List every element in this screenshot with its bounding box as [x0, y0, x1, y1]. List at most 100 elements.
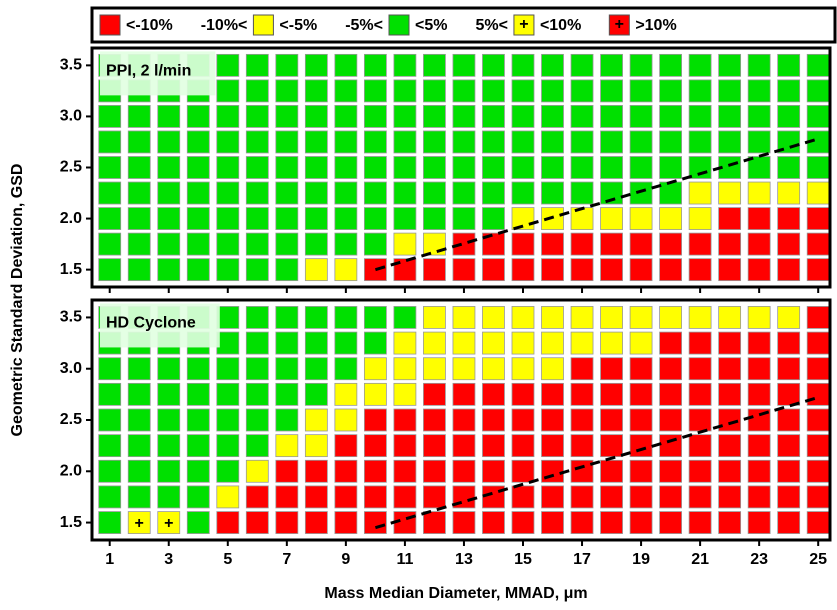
heatmap-cell	[393, 434, 417, 458]
heatmap-cell	[570, 357, 594, 381]
heatmap-cell	[570, 181, 594, 205]
heatmap-cell	[452, 105, 476, 128]
heatmap-cell	[777, 207, 801, 230]
heatmap-cell	[718, 105, 742, 128]
heatmap-cell	[511, 459, 535, 483]
heatmap-cell	[747, 53, 771, 77]
heatmap-cell	[570, 306, 594, 329]
heatmap-cell	[423, 382, 446, 406]
heatmap-cell	[304, 485, 328, 509]
heatmap-cell	[482, 511, 505, 534]
heatmap-cell	[659, 105, 682, 128]
heatmap-cell	[304, 156, 328, 179]
heatmap-cell	[629, 156, 653, 179]
heatmap-cell	[570, 258, 594, 282]
heatmap-cell	[747, 434, 771, 458]
heatmap-cell	[304, 258, 328, 282]
y-tick-label: 2.0	[60, 210, 82, 227]
heatmap-cell	[806, 434, 830, 458]
heatmap-cell	[806, 53, 830, 77]
heatmap-cell	[806, 156, 830, 179]
heatmap-cell	[393, 382, 417, 406]
heatmap-cell	[718, 357, 742, 381]
heatmap-cell	[98, 181, 122, 205]
x-tick-label: 9	[341, 551, 350, 568]
heatmap-cell	[127, 232, 151, 256]
heatmap-cell	[806, 382, 830, 406]
heatmap-cell	[688, 306, 712, 329]
heatmap-cell	[452, 53, 476, 77]
heatmap-cell	[659, 258, 682, 282]
heatmap-cell	[304, 207, 328, 230]
heatmap-cell	[423, 232, 446, 256]
y-axis-label: Geometric Standard Deviation, GSD	[9, 164, 26, 437]
heatmap-cell	[216, 511, 240, 534]
heatmap-cell	[482, 181, 505, 205]
heatmap-cell	[98, 130, 122, 154]
heatmap-cell	[393, 485, 417, 509]
x-tick-label: 3	[164, 551, 173, 568]
legend-label: >10%	[635, 17, 676, 34]
heatmap-cell	[304, 331, 328, 355]
heatmap-cell	[777, 357, 801, 381]
legend-swatch	[99, 14, 121, 36]
heatmap-cell	[511, 258, 535, 282]
heatmap-cell	[304, 105, 328, 128]
heatmap-cell	[511, 181, 535, 205]
heatmap-cell	[423, 105, 446, 128]
heatmap-cell	[363, 232, 387, 256]
heatmap-cell	[688, 357, 712, 381]
heatmap-cell	[452, 156, 476, 179]
heatmap-cell	[393, 331, 417, 355]
heatmap-cell	[688, 408, 712, 432]
heatmap-cell	[245, 382, 269, 406]
x-tick-label: 21	[691, 551, 709, 568]
heatmap-cell	[482, 408, 505, 432]
heatmap-cell	[363, 434, 387, 458]
heatmap-cell	[600, 53, 623, 77]
heatmap-cell	[334, 408, 358, 432]
heatmap-cell	[393, 130, 417, 154]
heatmap-cell	[127, 130, 151, 154]
heatmap-cell	[718, 408, 742, 432]
heatmap-cell	[777, 459, 801, 483]
heatmap-cell	[423, 53, 446, 77]
heatmap-cell	[452, 434, 476, 458]
heatmap-cell	[304, 232, 328, 256]
heatmap-cell	[334, 156, 358, 179]
heatmap-cell	[482, 306, 505, 329]
heatmap-cell	[541, 511, 564, 534]
heatmap-cell	[688, 382, 712, 406]
heatmap-cell	[629, 459, 653, 483]
heatmap-cell	[541, 105, 564, 128]
heatmap-cell	[127, 511, 151, 534]
heatmap-cell	[452, 331, 476, 355]
heatmap-cell	[245, 156, 269, 179]
heatmap-cell	[245, 306, 269, 329]
heatmap-cell	[423, 434, 446, 458]
heatmap-cell	[541, 156, 564, 179]
heatmap-cell	[452, 79, 476, 103]
heatmap-cell	[423, 306, 446, 329]
heatmap-cell	[659, 331, 682, 355]
heatmap-cell	[806, 408, 830, 432]
heatmap-cell	[186, 130, 210, 154]
heatmap-cell	[363, 331, 387, 355]
heatmap-cell	[275, 105, 299, 128]
heatmap-cell	[570, 408, 594, 432]
heatmap-cell	[304, 130, 328, 154]
heatmap-cell	[777, 408, 801, 432]
heatmap-cell	[511, 79, 535, 103]
heatmap-cell	[600, 485, 623, 509]
heatmap-cell	[216, 79, 240, 103]
heatmap-cell	[186, 382, 210, 406]
heatmap-cell	[600, 382, 623, 406]
cell-marker: +	[164, 515, 173, 532]
heatmap-cell	[304, 382, 328, 406]
heatmap-cell	[423, 130, 446, 154]
heatmap-cell	[393, 258, 417, 282]
heatmap-cell	[659, 434, 682, 458]
panel-label-box	[100, 303, 220, 348]
heatmap-cell	[275, 53, 299, 77]
heatmap-cell	[570, 382, 594, 406]
